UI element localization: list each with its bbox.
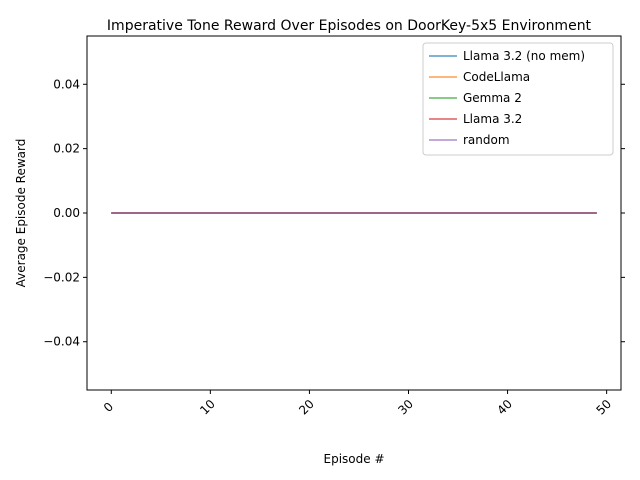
legend-box [422, 42, 614, 156]
chart-title: Imperative Tone Reward Over Episodes on … [107, 18, 592, 34]
y-tick-label: 0.02 [53, 142, 80, 156]
legend: Llama 3.2 (no mem) CodeLlama Gemma 2 Llama … [422, 42, 614, 156]
y-tick-label: −0.02 [43, 270, 80, 284]
x-tick-label: 50 [593, 397, 614, 418]
x-tick-label: 30 [395, 397, 416, 418]
y-tick-label: 0.00 [53, 206, 80, 220]
legend-label: Gemma 2 [463, 91, 522, 105]
legend-label: Llama 3.2 [463, 112, 522, 126]
x-tick-label: 10 [197, 397, 218, 418]
x-axis-label: Episode # [324, 452, 385, 466]
legend-label: random [463, 133, 510, 147]
legend-label: CodeLlama [463, 70, 530, 84]
legend-label: Llama 3.2 (no mem) [463, 49, 585, 63]
x-tick-label: 40 [494, 397, 515, 418]
y-axis: −0.04 −0.02 0.00 0.02 0.04 [43, 77, 625, 349]
y-axis-label: Average Episode Reward [14, 139, 28, 288]
x-axis: 0 10 20 30 40 50 [101, 390, 614, 418]
y-tick-label: 0.04 [53, 77, 80, 91]
x-tick-label: 0 [101, 400, 116, 415]
y-tick-label: −0.04 [43, 335, 80, 349]
x-tick-label: 20 [296, 397, 317, 418]
